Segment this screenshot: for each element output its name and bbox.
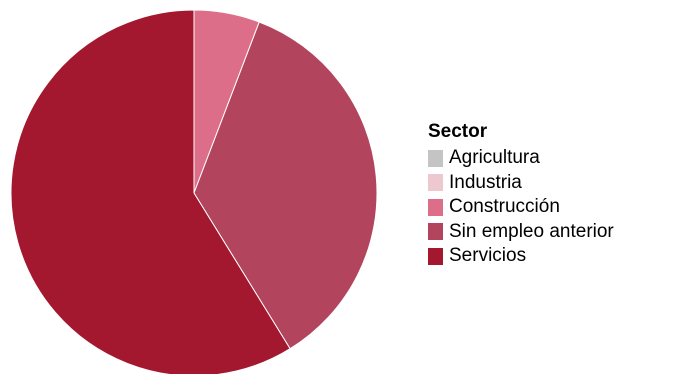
legend-items: Agricultura Industria Construcción Sin empl… [428, 146, 614, 269]
legend-item-construccion: Construcción [428, 195, 614, 220]
legend-item-agricultura: Agricultura [428, 146, 614, 171]
legend-label: Construcción [449, 196, 560, 218]
legend-swatch [428, 149, 443, 167]
pie-chart [10, 9, 378, 374]
chart-legend: Sector Agricultura Industria Construcción S… [428, 121, 614, 269]
legend-label: Agricultura [449, 147, 540, 169]
pie-slice-servicios [10, 9, 291, 374]
legend-swatch [428, 174, 443, 192]
legend-swatch [428, 223, 443, 241]
legend-item-servicios: Servicios [428, 244, 614, 269]
legend-title: Sector [428, 121, 488, 142]
legend-item-sin-empleo-anterior: Sin empleo anterior [428, 220, 614, 245]
legend-swatch [428, 247, 443, 265]
legend-label: Servicios [449, 245, 527, 267]
legend-label: Industria [449, 171, 522, 193]
legend-item-industria: Industria [428, 171, 614, 196]
legend-label: Sin empleo anterior [449, 220, 614, 242]
legend-swatch [428, 198, 443, 216]
